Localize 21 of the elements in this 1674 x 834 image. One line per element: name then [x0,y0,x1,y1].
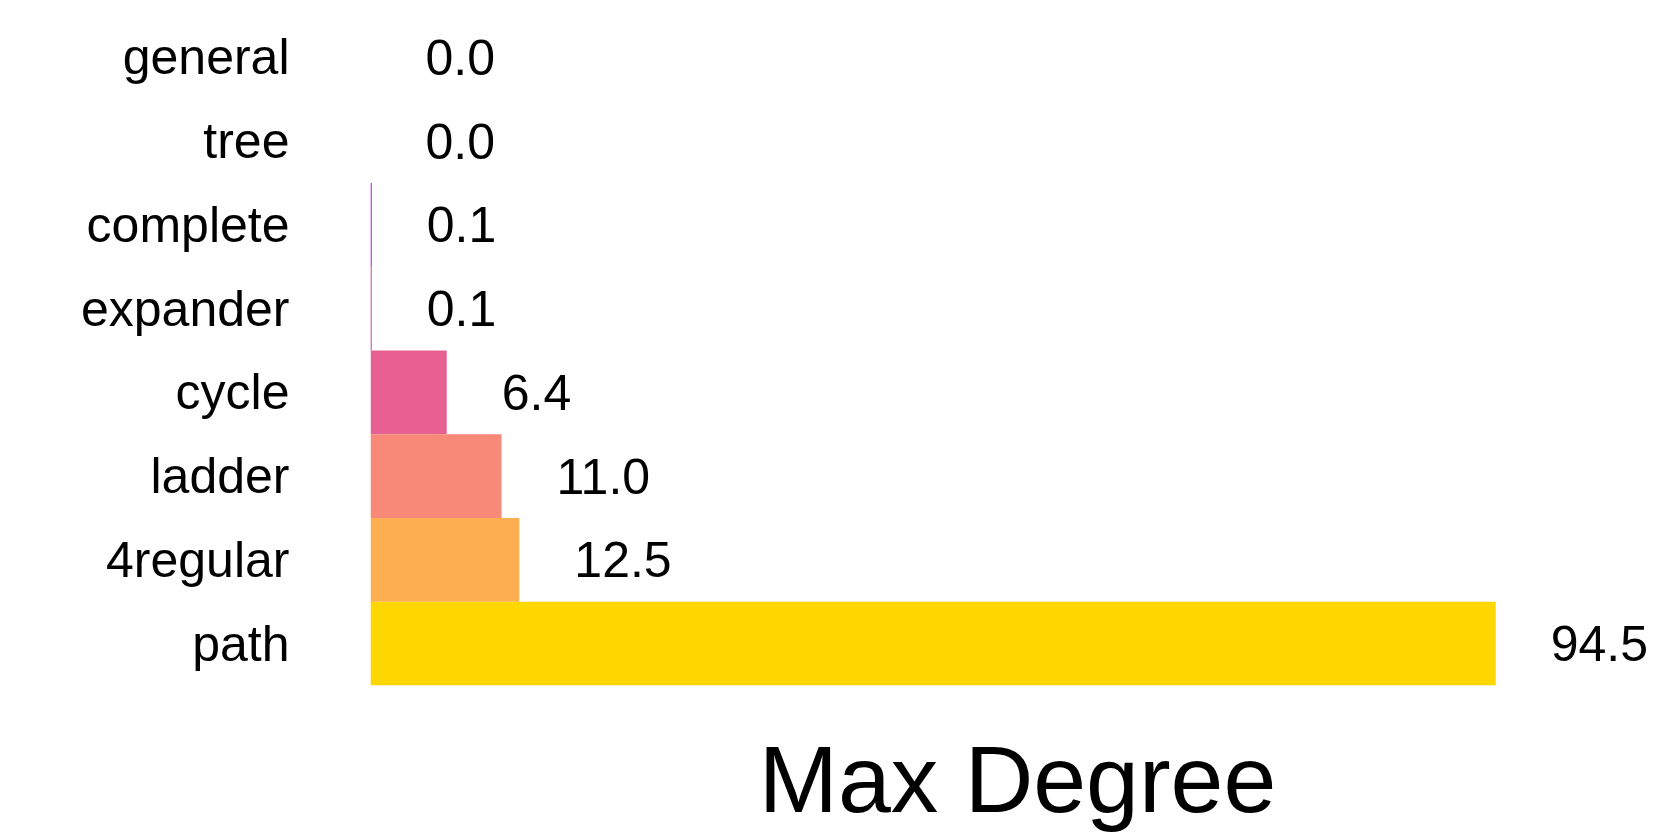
x-axis-title: Max Degree [758,725,1277,832]
y-tick-label: cycle [175,364,290,421]
data-label: 0.1 [426,197,497,254]
y-tick-label: 4regular [106,531,290,588]
bar [370,434,502,518]
y-tick-label: general [122,29,290,86]
data-label: 0.1 [426,281,497,338]
bar [370,518,520,602]
data-label: 94.5 [1550,616,1649,673]
data-label: 0.0 [425,29,496,86]
y-tick-label: expander [81,280,290,337]
data-label: 11.0 [556,448,651,505]
y-tick-label: complete [86,196,290,253]
data-label: 6.4 [501,364,572,421]
y-tick-label: ladder [150,448,290,505]
bar [370,350,447,435]
data-label: 12.5 [574,532,672,589]
y-tick-label: tree [203,113,290,170]
bar [370,601,1496,686]
y-tick-label: path [192,615,290,672]
data-label: 0.0 [425,113,496,170]
